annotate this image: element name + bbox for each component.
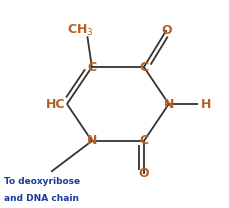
Text: O: O [139,167,149,180]
Text: O: O [161,24,172,37]
Text: To deoxyribose: To deoxyribose [4,177,80,187]
Text: and DNA chain: and DNA chain [4,194,79,203]
Text: N: N [87,134,97,147]
Text: C: C [139,61,148,74]
Text: HC: HC [46,98,66,110]
Text: N: N [164,98,174,110]
Text: C: C [87,61,96,74]
Text: H: H [200,98,211,110]
Text: C: C [139,134,148,147]
Text: CH$_3$: CH$_3$ [67,23,94,38]
